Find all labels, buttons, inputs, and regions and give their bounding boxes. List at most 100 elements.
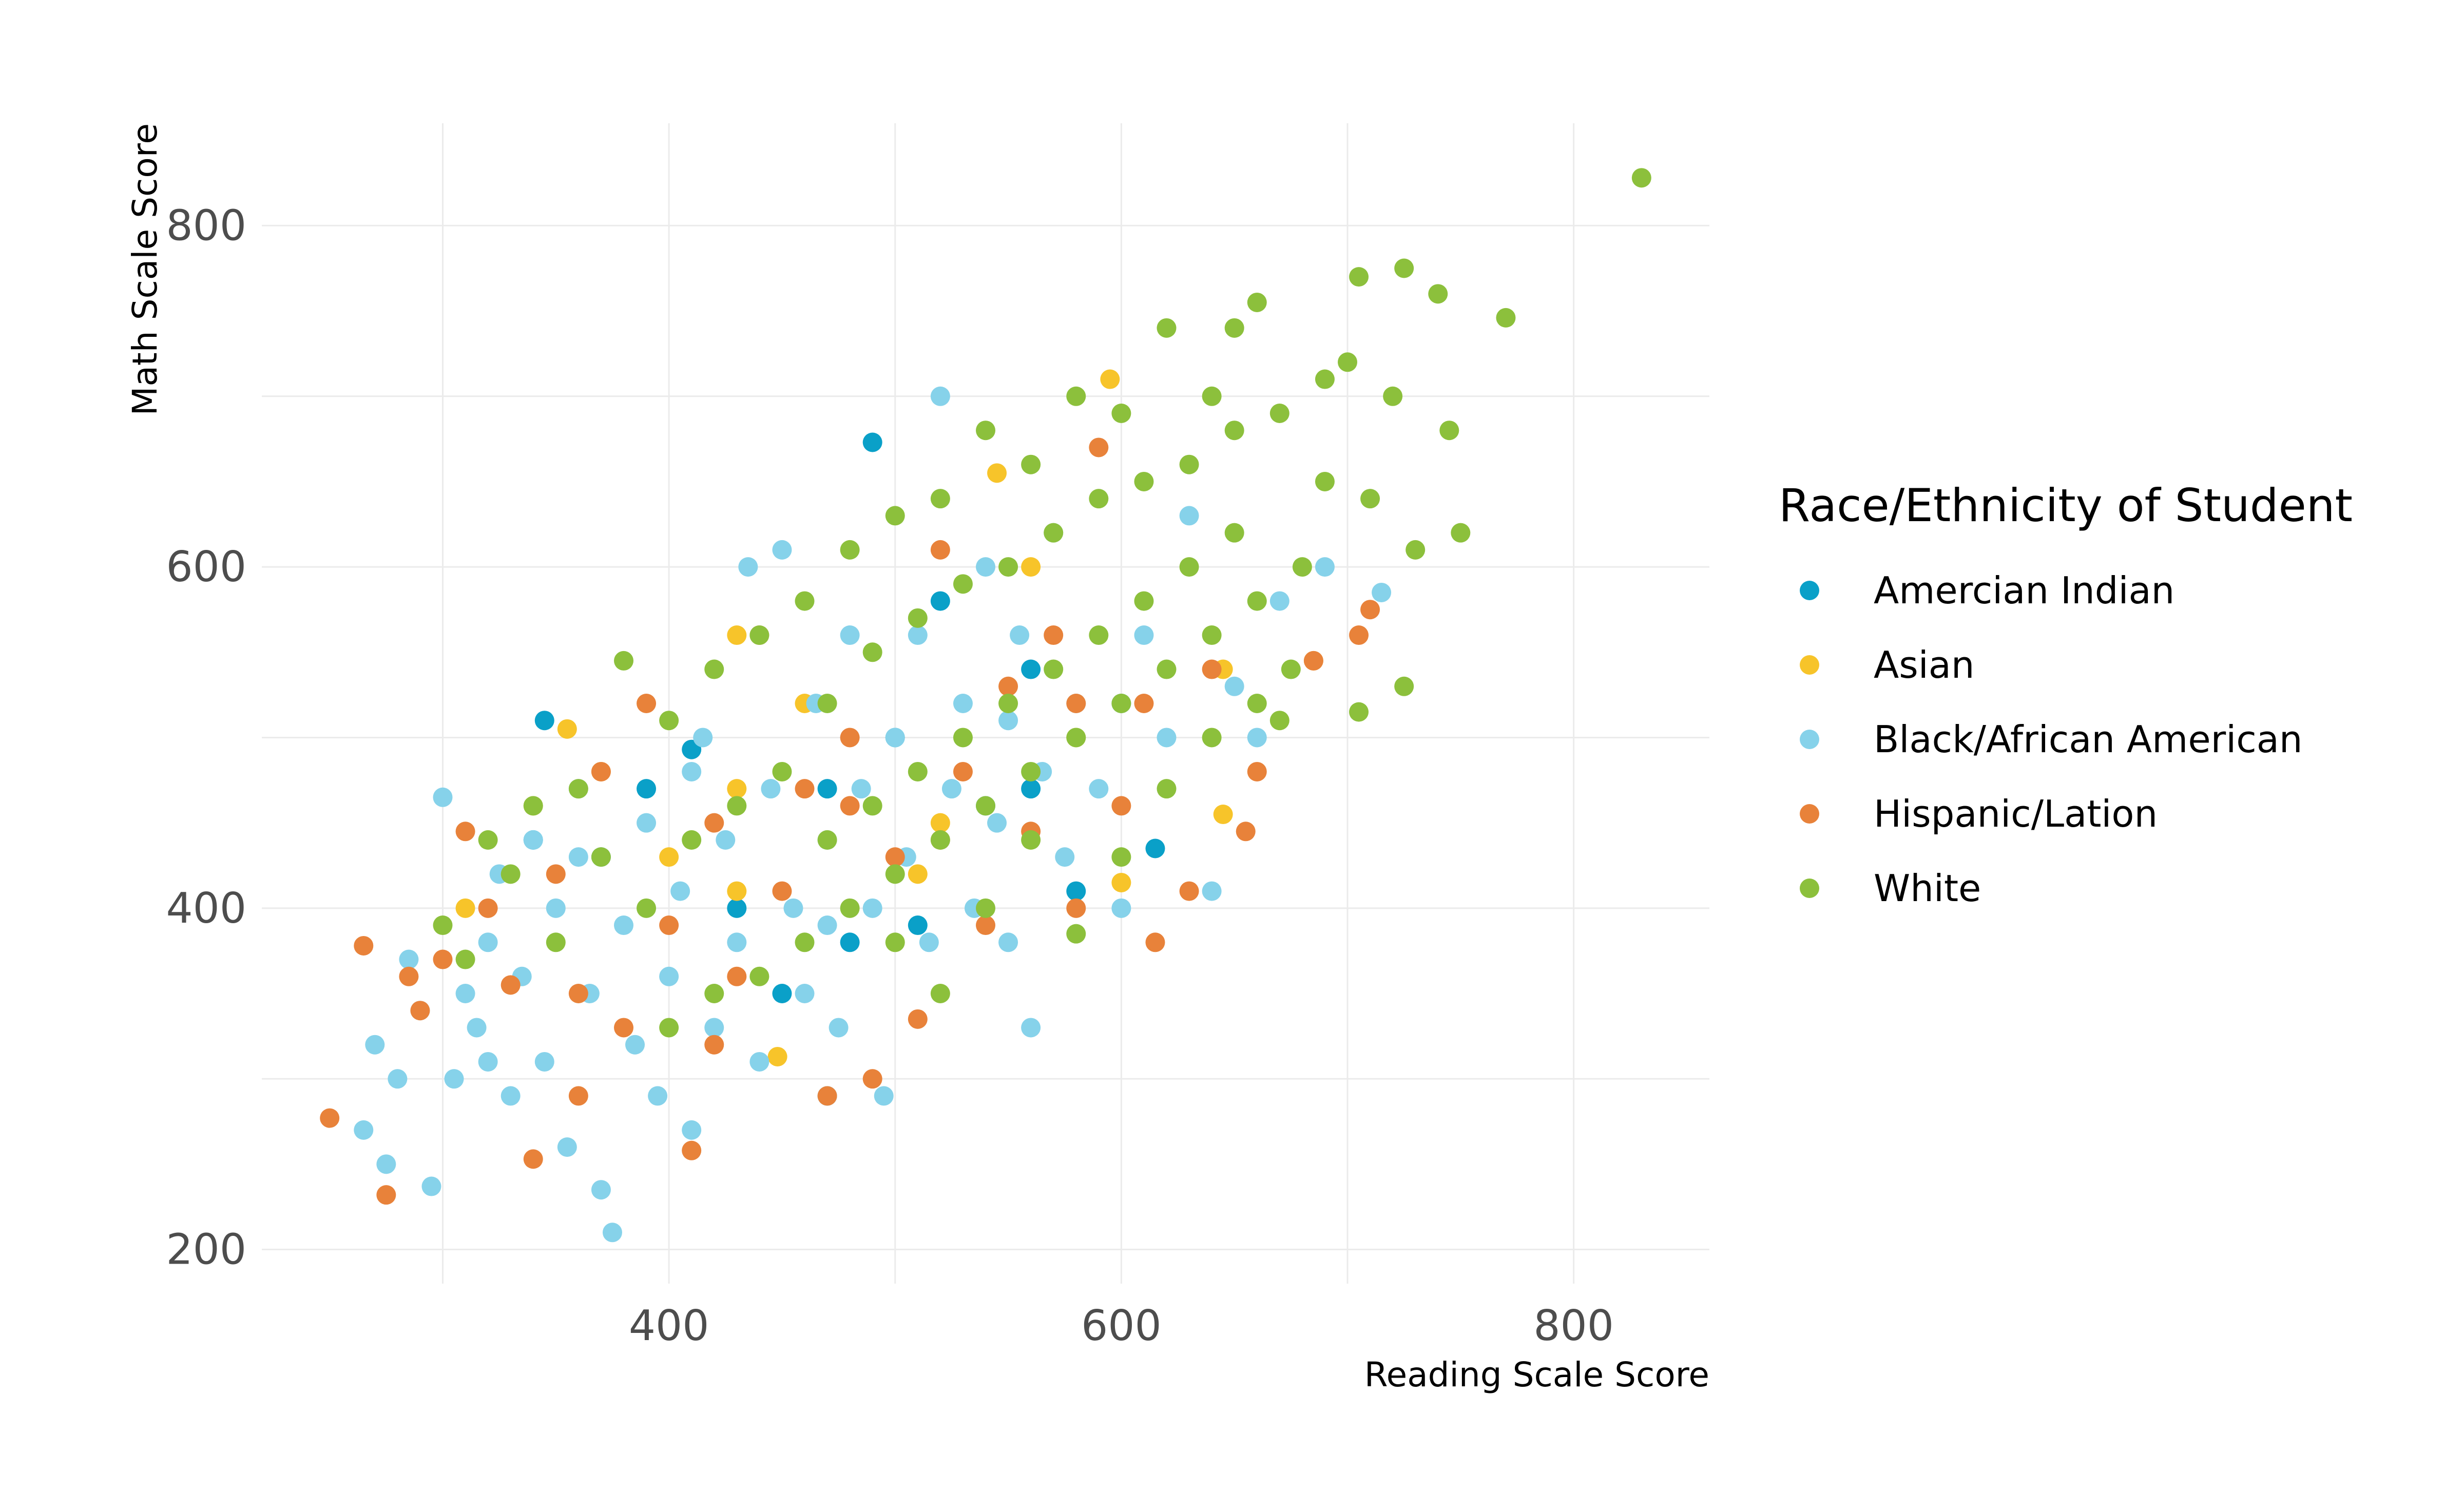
data-point — [851, 779, 871, 799]
data-point — [1224, 523, 1244, 543]
x-tick-label: 800 — [1533, 1302, 1614, 1350]
data-point — [1394, 258, 1414, 278]
data-point — [523, 1149, 543, 1169]
data-point — [1349, 625, 1369, 645]
data-point — [659, 711, 679, 731]
data-point — [637, 694, 657, 713]
data-point — [614, 915, 633, 936]
data-point — [1269, 711, 1289, 731]
data-point — [976, 421, 995, 441]
data-point — [1145, 932, 1165, 952]
data-point — [1066, 898, 1086, 918]
data-point — [399, 966, 419, 986]
legend-label: White — [1874, 867, 1981, 910]
data-point — [772, 881, 792, 901]
data-point — [523, 796, 543, 816]
data-point — [987, 463, 1007, 483]
data-point — [795, 984, 815, 1003]
data-point — [614, 1018, 633, 1038]
data-point — [1145, 838, 1165, 858]
data-point — [749, 1052, 769, 1072]
y-tick-label: 400 — [166, 884, 246, 933]
data-point — [467, 1018, 487, 1038]
data-point — [1100, 369, 1120, 389]
data-point — [625, 1035, 645, 1055]
legend-label: Hispanic/Lation — [1874, 792, 2158, 835]
data-point — [862, 898, 882, 918]
data-point — [648, 1086, 668, 1106]
x-axis-title: Reading Scale Score — [1364, 1355, 1709, 1395]
data-point — [1089, 625, 1109, 645]
data-point — [998, 932, 1018, 952]
data-point — [433, 949, 453, 969]
data-point — [862, 796, 882, 816]
data-point — [1111, 898, 1131, 918]
data-point — [1315, 557, 1335, 577]
data-point — [862, 1069, 882, 1089]
data-point — [930, 984, 950, 1003]
data-point — [1055, 847, 1075, 867]
data-point — [727, 898, 747, 918]
data-point — [1134, 471, 1154, 491]
data-point — [421, 1176, 441, 1196]
data-point — [953, 574, 973, 594]
data-point — [591, 1180, 611, 1200]
data-point — [1349, 267, 1369, 287]
data-point — [908, 761, 928, 781]
data-point — [840, 728, 860, 748]
data-point — [998, 694, 1018, 713]
data-point — [795, 591, 815, 611]
data-point — [1202, 659, 1222, 679]
data-point — [727, 779, 747, 799]
data-point — [376, 1154, 396, 1174]
data-point — [682, 761, 702, 781]
data-point — [704, 1035, 724, 1055]
legend-key — [1800, 879, 1819, 898]
data-point — [1202, 728, 1222, 748]
data-point — [1281, 659, 1301, 679]
data-point — [1360, 600, 1380, 620]
data-point — [637, 898, 657, 918]
data-point — [455, 949, 475, 969]
data-point — [998, 676, 1018, 696]
data-point — [354, 1120, 374, 1140]
data-point — [829, 1018, 849, 1038]
x-tick-label: 600 — [1081, 1302, 1162, 1350]
y-tick-label: 200 — [166, 1226, 246, 1274]
data-point — [568, 1086, 588, 1106]
data-point — [930, 591, 950, 611]
data-point — [1315, 369, 1335, 389]
data-point — [1202, 386, 1222, 406]
data-point — [500, 975, 521, 995]
data-point — [749, 625, 769, 645]
data-point — [1157, 318, 1177, 338]
data-point — [670, 881, 690, 901]
data-point — [1213, 805, 1233, 825]
data-point — [1066, 386, 1086, 406]
axes: Reading Scale Score Math Scale Score 400… — [125, 123, 1709, 1395]
data-point — [885, 932, 905, 952]
data-point — [365, 1035, 385, 1055]
data-point — [1111, 404, 1131, 423]
data-point — [1089, 489, 1109, 509]
data-point — [1631, 168, 1651, 188]
data-point — [659, 966, 679, 986]
data-point — [761, 779, 781, 799]
data-point — [1111, 872, 1131, 892]
y-tick-label: 800 — [166, 201, 246, 250]
data-point — [1202, 881, 1222, 901]
data-point — [1044, 625, 1064, 645]
data-point — [614, 651, 633, 671]
data-point — [1044, 659, 1064, 679]
data-point — [738, 557, 758, 577]
data-point — [455, 984, 475, 1003]
data-point — [767, 1046, 787, 1066]
data-point — [1236, 822, 1256, 842]
data-point — [1021, 779, 1041, 799]
data-point — [1303, 651, 1323, 671]
data-point — [1157, 779, 1177, 799]
data-point — [682, 1140, 702, 1160]
data-point — [908, 915, 928, 936]
data-point — [568, 984, 588, 1003]
